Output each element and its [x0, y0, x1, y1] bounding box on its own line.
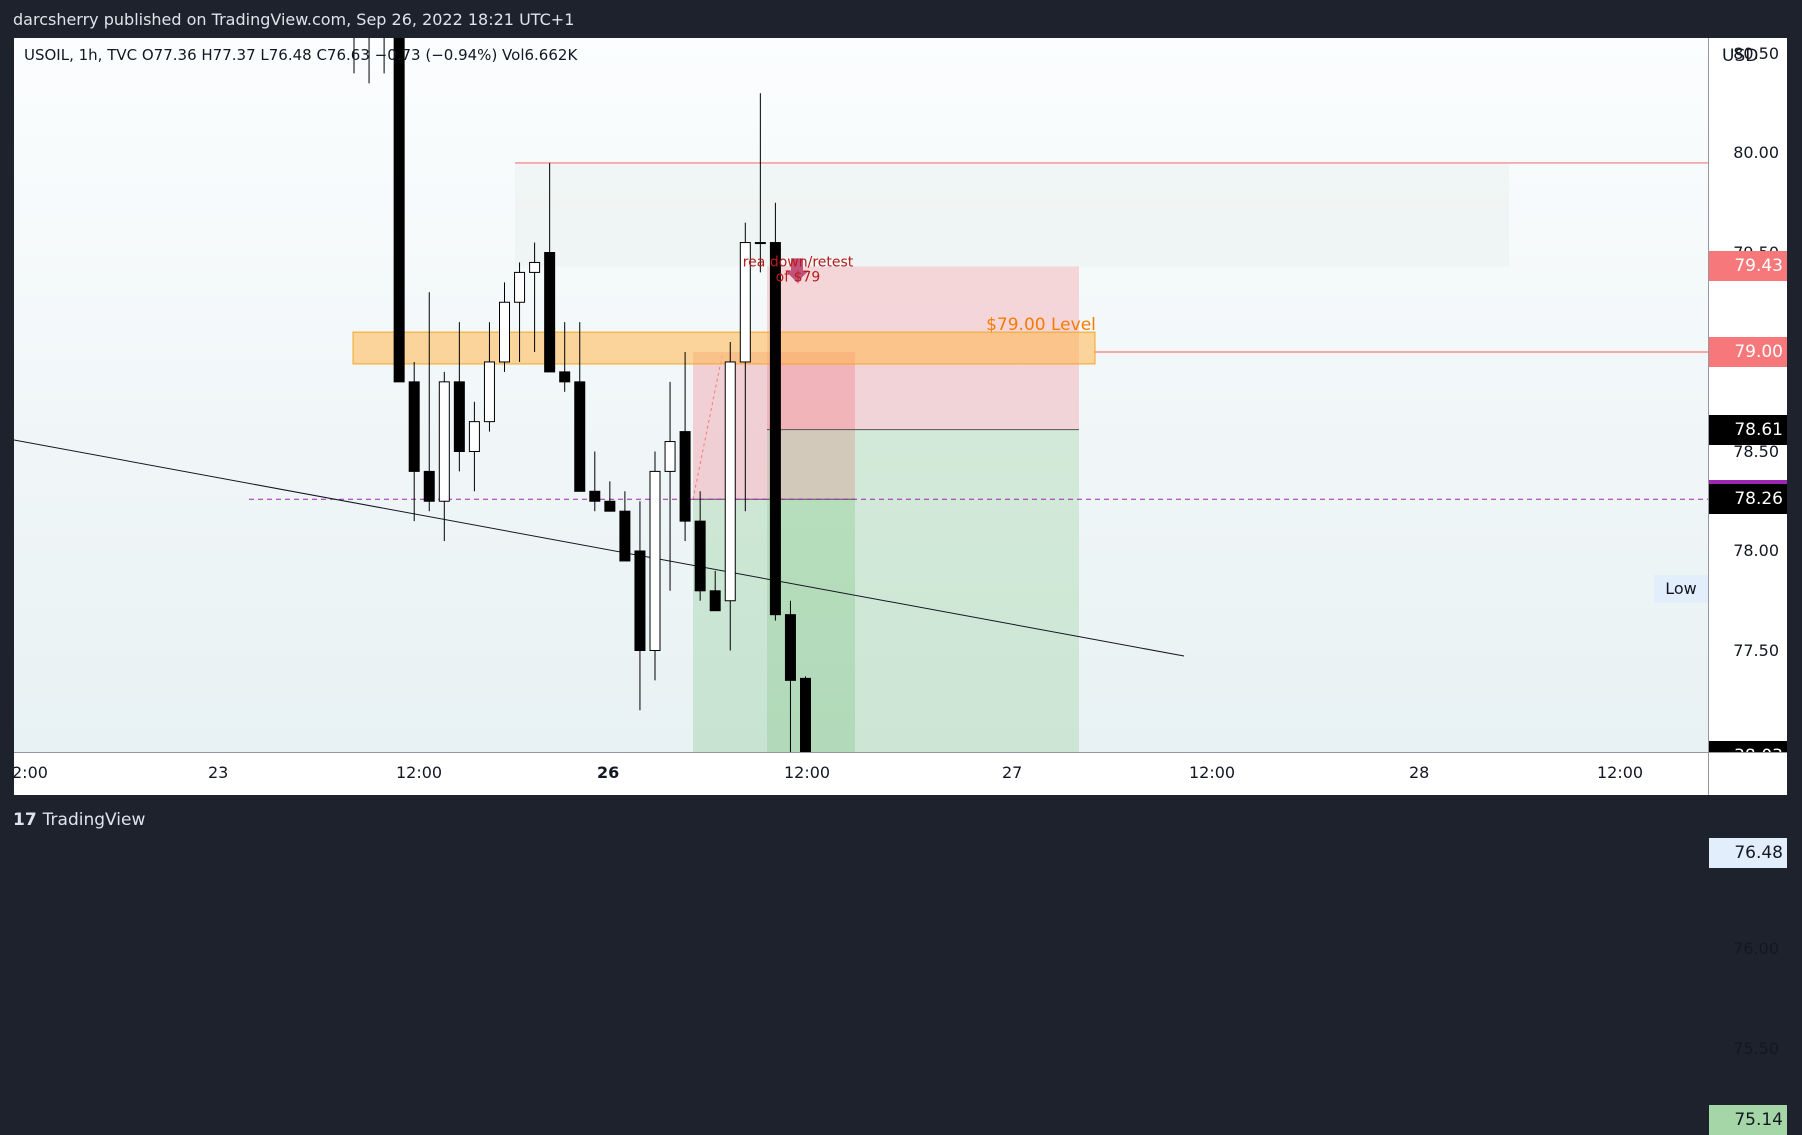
price-tick-label: 75.50 [1733, 1038, 1779, 1058]
candle-body [423, 470, 435, 502]
retest-note-line1: rea down/retest [743, 254, 854, 270]
candle-body [499, 301, 510, 363]
time-tick-label: 23 [208, 763, 229, 782]
time-tick-label: 12:00 [784, 763, 831, 782]
candle-body [634, 550, 646, 651]
candle-body [784, 614, 796, 681]
candle-body [664, 441, 676, 472]
tradingview-logo-icon: 17 [13, 810, 37, 830]
price-tag: 78.61 [1709, 414, 1787, 445]
price-tag: 79.43 [1709, 251, 1787, 282]
candle-body [589, 490, 601, 502]
candle-body [679, 431, 691, 522]
publisher-header: darcsherry published on TradingView.com,… [13, 10, 575, 29]
candle-body [574, 381, 586, 492]
time-tick-label: 12:00 [396, 763, 443, 782]
currency-label: USD [1722, 46, 1759, 66]
candle-body [559, 371, 571, 383]
trend-line [14, 439, 1185, 657]
level-79-band [352, 331, 1096, 365]
price-tick-label: 78.00 [1733, 541, 1779, 560]
position1-connector [692, 355, 723, 500]
axis-corner [1708, 752, 1787, 795]
price-tick-label: 80.50 [1733, 43, 1779, 63]
price-tag: 79.00 [1709, 337, 1787, 367]
tradingview-footer[interactable]: 17 TradingView [13, 810, 145, 830]
chart-plot-area[interactable]: $79.00 Level rea down/retest of $79 USOIL,… [14, 38, 1708, 752]
price-tick-label: 78.50 [1733, 441, 1779, 461]
brand-name: TradingView [42, 810, 146, 830]
candle-body [800, 677, 811, 752]
price-axis[interactable]: USD 80.5080.0079.5079.0078.5078.0077.507… [1708, 38, 1787, 1135]
candle-body [453, 381, 465, 453]
ohlc-legend: USOIL, 1h, TVC O77.36 H77.37 L76.48 C76.… [24, 46, 578, 64]
candle-body [619, 510, 631, 562]
low-label: Low [1654, 575, 1708, 603]
candle-body [709, 590, 721, 612]
time-tick-label: 12:00 [1597, 763, 1644, 782]
time-tick-label: 28 [1409, 763, 1430, 782]
down-arrow-icon [785, 258, 809, 283]
time-tick-label: 2:00 [12, 763, 48, 782]
retest-note-line2: of $79 [776, 269, 821, 285]
candle-body [739, 242, 751, 363]
candle-body [544, 252, 556, 373]
candle-body [468, 421, 480, 452]
price-tick-label: 80.00 [1733, 143, 1779, 162]
candle-body [769, 242, 781, 616]
level-annotation: $79.00 Level [986, 315, 1096, 335]
price-tag: 76.48 [1709, 838, 1787, 869]
neutral-zone [515, 162, 1509, 267]
candle-body [514, 271, 526, 303]
price-tag: 78.26 [1709, 484, 1787, 515]
candle-body [438, 381, 450, 502]
price-tick-label: 76.00 [1733, 939, 1779, 958]
time-tick-label: 26 [597, 763, 620, 782]
position2-target-zone [767, 429, 1079, 752]
time-tick-label: 27 [1002, 763, 1023, 782]
candle-body [408, 381, 420, 472]
candle-body [529, 261, 541, 273]
candle-body [483, 361, 495, 423]
time-axis[interactable]: 2:00 23 12:00 26 12:00 27 12:00 28 12:00 [12, 752, 1708, 795]
price-tick-label: 77.50 [1733, 640, 1779, 660]
candle-body [724, 361, 736, 602]
candle-body [604, 500, 616, 512]
time-tick-label: 12:00 [1189, 763, 1236, 782]
candle-body [754, 242, 766, 245]
price-tag: 75.14 [1709, 1105, 1787, 1135]
candle-body [694, 520, 706, 592]
candle-body [649, 470, 661, 651]
candle-body [393, 38, 405, 383]
